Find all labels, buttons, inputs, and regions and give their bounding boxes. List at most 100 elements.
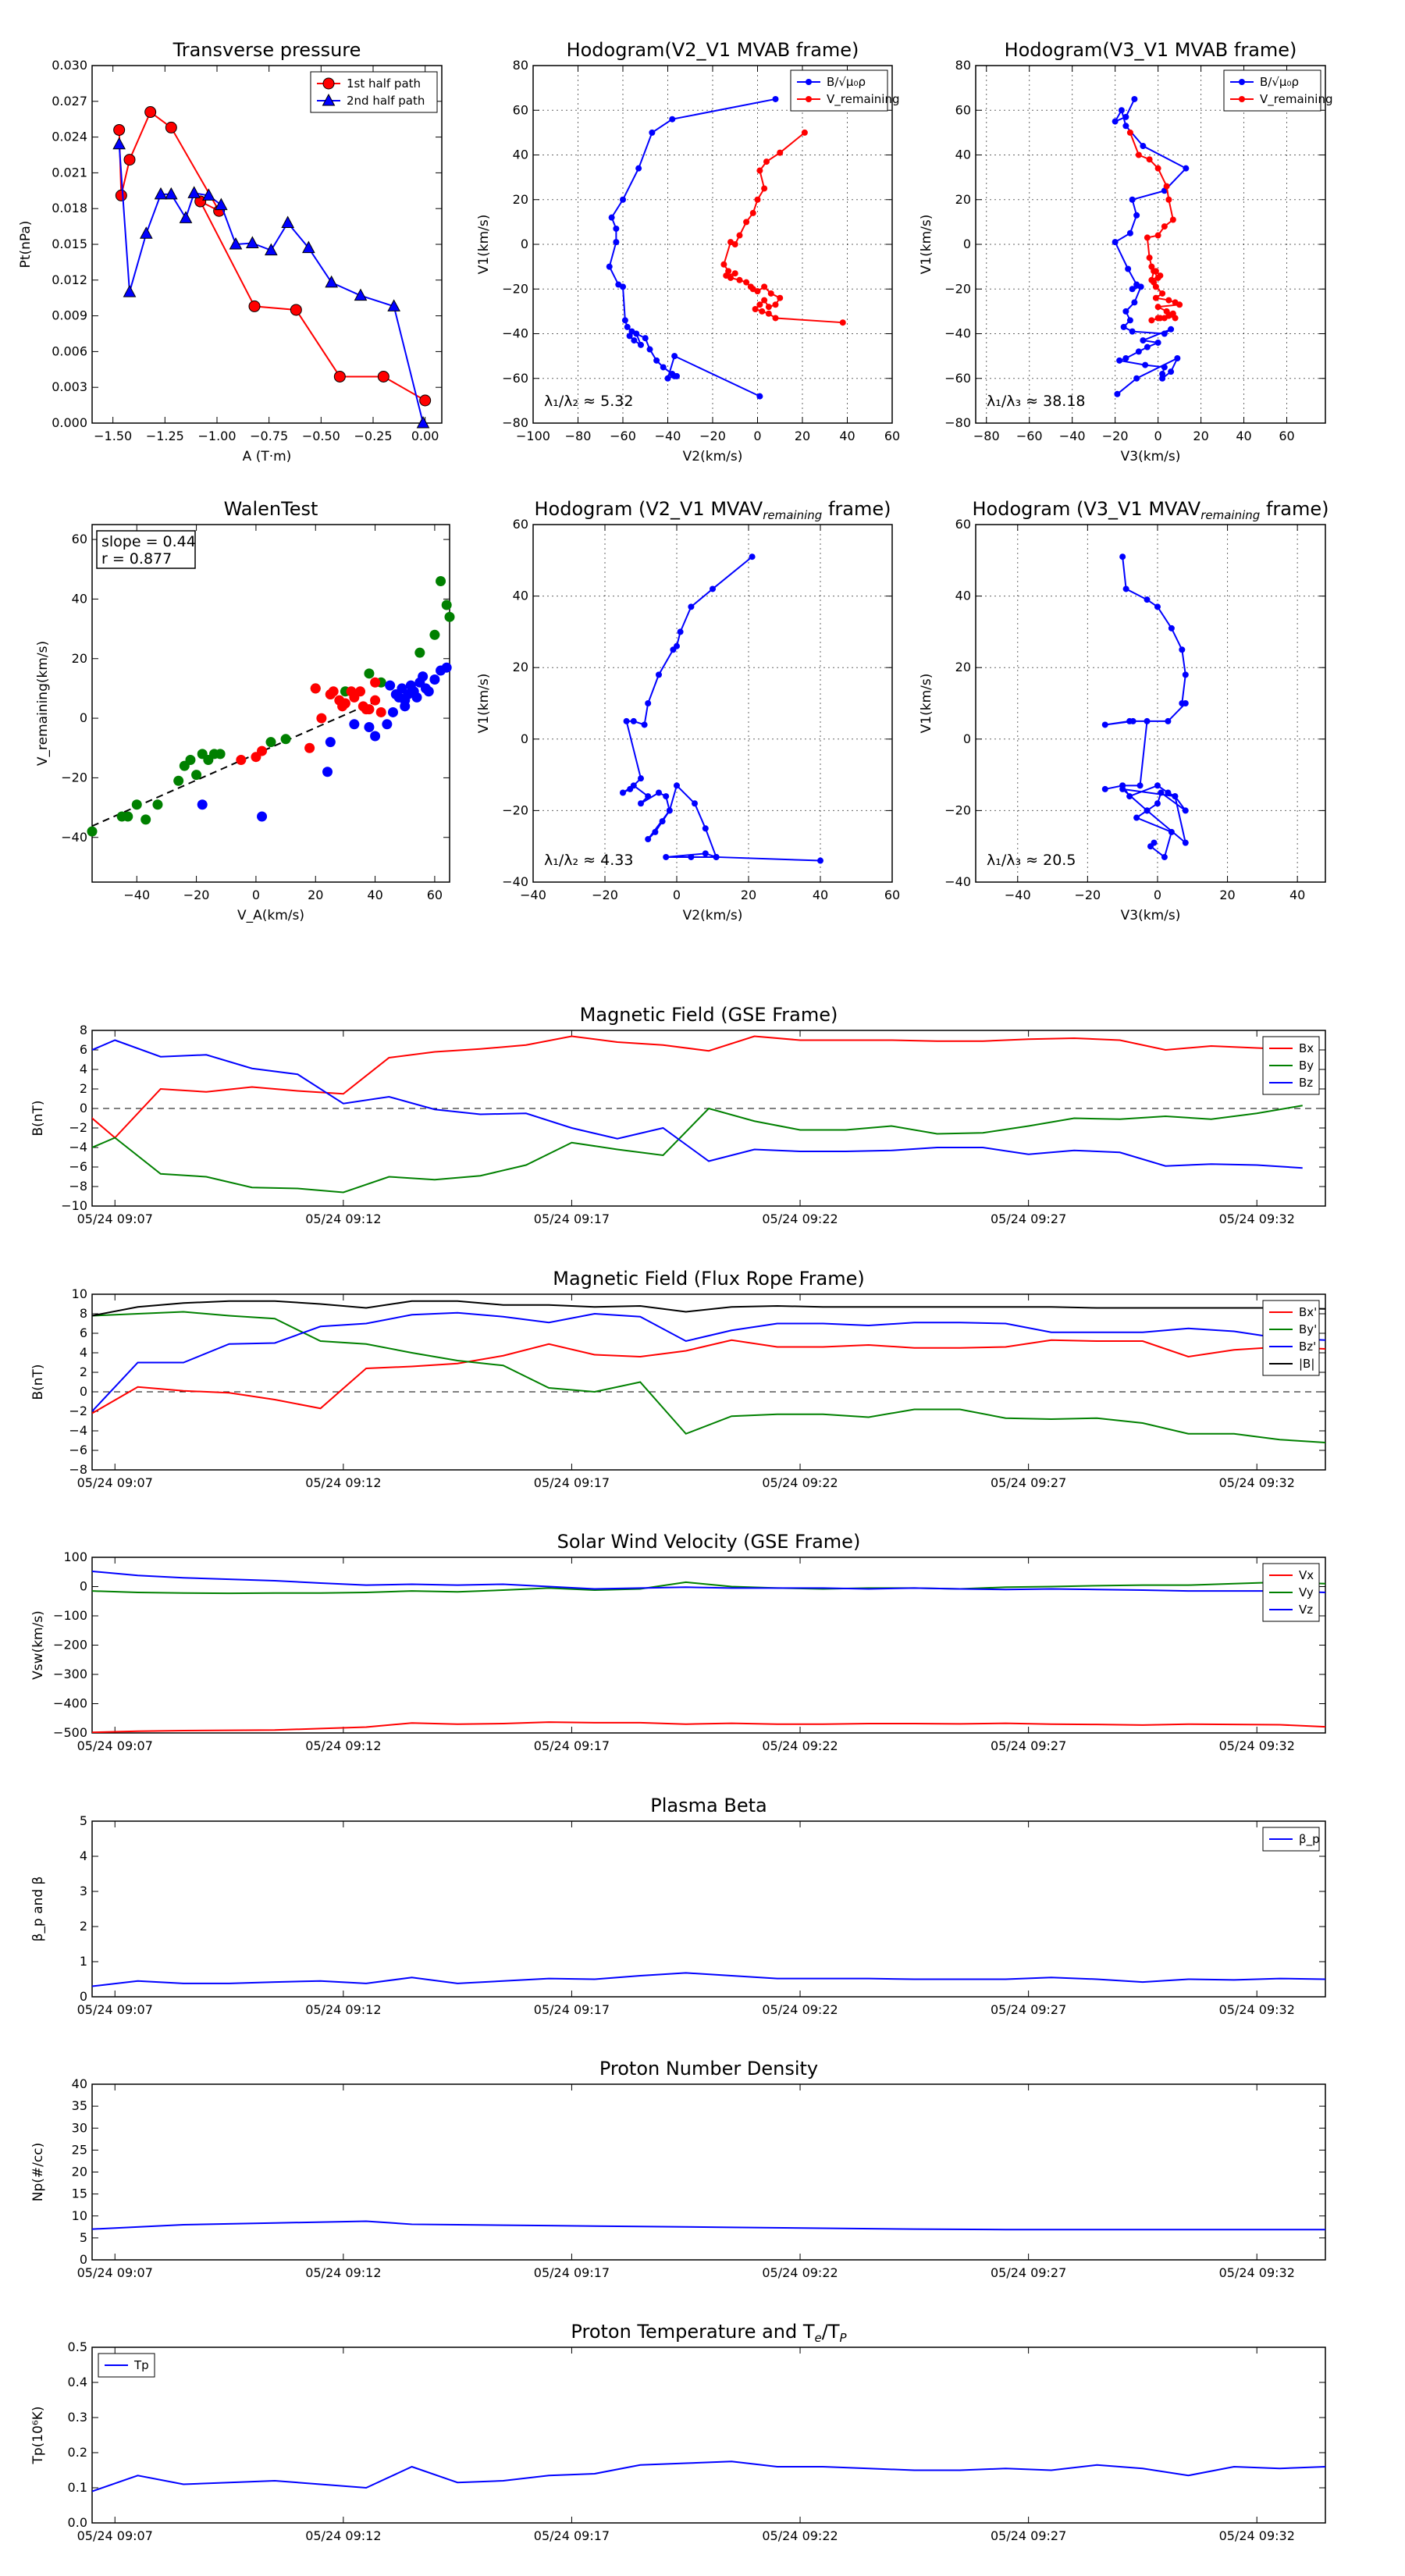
data-point <box>349 692 360 703</box>
data-point <box>660 364 667 371</box>
data-point <box>761 185 768 192</box>
data-point <box>1239 96 1245 102</box>
y-axis-label: Pt(nPa) <box>18 221 34 269</box>
data-point <box>1144 234 1151 241</box>
data-point <box>387 299 401 311</box>
x-tick-label: 0 <box>753 429 761 443</box>
x-tick-label: 0.00 <box>411 429 439 443</box>
y-tick-label: 0 <box>80 710 87 725</box>
data-point <box>173 775 184 786</box>
data-point <box>631 337 638 344</box>
data-point <box>1129 286 1136 293</box>
data-point <box>613 225 620 232</box>
legend-label: β_p <box>1299 1832 1320 1847</box>
x-tick-label: 05/24 09:22 <box>762 1212 838 1226</box>
data-point <box>370 731 381 742</box>
y-tick-label: 5 <box>80 2230 87 2245</box>
x-tick-label: 20 <box>1193 429 1208 443</box>
y-tick-label: −20 <box>944 281 971 296</box>
data-point <box>642 335 649 342</box>
y-axis-label: V_remaining(km/s) <box>35 641 51 766</box>
x-axis-label: V2(km/s) <box>683 449 743 464</box>
x-tick-label: −0.75 <box>250 429 288 443</box>
y-tick-label: 6 <box>80 1042 87 1057</box>
data-point <box>772 95 779 102</box>
data-point <box>1148 317 1155 324</box>
data-point <box>613 239 620 246</box>
data-point <box>677 628 684 635</box>
x-tick-label: 05/24 09:12 <box>305 1212 381 1226</box>
data-point <box>1154 782 1161 789</box>
data-point <box>645 700 652 706</box>
y-tick-label: 0.4 <box>68 2375 87 2389</box>
y-tick-label: −8 <box>69 1462 87 1477</box>
y-tick-label: 0 <box>521 731 528 746</box>
data-point <box>635 165 642 172</box>
data-point <box>436 576 446 587</box>
y-tick-label: 35 <box>72 2098 87 2113</box>
y-tick-label: −60 <box>502 371 528 386</box>
data-point <box>674 782 680 789</box>
chart-title: WalenTest <box>224 498 318 520</box>
data-point <box>839 319 846 326</box>
y-tick-label: 80 <box>955 58 971 73</box>
data-point <box>418 671 429 682</box>
data-point <box>1161 364 1168 371</box>
data-point <box>1165 196 1172 203</box>
data-point <box>606 263 613 270</box>
x-tick-label: 40 <box>1289 888 1305 902</box>
data-point <box>1135 348 1142 355</box>
data-point <box>638 341 644 348</box>
series-line <box>92 1300 1325 1317</box>
x-tick-label: 05/24 09:07 <box>77 1738 153 1753</box>
data-point <box>1122 113 1129 120</box>
x-tick-label: 05/24 09:27 <box>991 2265 1066 2280</box>
legend-label: B/√μ₀ρ <box>1260 75 1299 89</box>
data-point <box>215 749 226 760</box>
data-point <box>1135 151 1142 158</box>
data-point <box>382 719 393 730</box>
data-point <box>633 330 640 337</box>
y-tick-label: 20 <box>72 2165 87 2179</box>
x-tick-label: 05/24 09:32 <box>1219 2528 1295 2543</box>
data-point <box>333 370 346 382</box>
y-tick-label: 4 <box>80 1062 87 1076</box>
legend-label: By' <box>1299 1322 1317 1336</box>
x-tick-label: 05/24 09:17 <box>534 1738 610 1753</box>
x-tick-label: −100 <box>516 429 550 443</box>
data-point <box>257 745 268 756</box>
data-point <box>1172 315 1179 322</box>
y-axis-label: V1(km/s) <box>919 674 934 734</box>
chart-hodogram-v3-v1-mvav: Hodogram (V3_V1 MVAVremaining frame) −40 −… <box>919 498 1329 923</box>
x-tick-label: 05/24 09:07 <box>77 2002 153 2017</box>
x-tick-label: 05/24 09:27 <box>991 2528 1066 2543</box>
chart-proton-number-density: Proton Number Density 05/24 09:07 05/24 09… <box>30 2058 1326 2280</box>
data-point <box>301 240 315 254</box>
data-point <box>385 680 396 691</box>
legend-label: Bz <box>1299 1076 1313 1090</box>
y-tick-label: 20 <box>513 660 528 674</box>
series-line <box>622 556 821 862</box>
data-point <box>1144 596 1151 603</box>
data-point <box>1163 183 1170 190</box>
legend-label: Bz' <box>1299 1340 1316 1354</box>
eigenvalue-ratio-label: λ₁/λ₂ ≈ 5.32 <box>544 393 633 410</box>
data-point <box>671 372 678 379</box>
fit-stat: r = 0.877 <box>101 550 172 568</box>
y-tick-label: 8 <box>80 1023 87 1037</box>
series-line <box>92 1311 1325 1443</box>
y-tick-label: −10 <box>61 1198 87 1213</box>
data-point <box>801 129 808 136</box>
chart-hodogram-v3-v1-mvab: Hodogram(V3_V1 MVAB frame) −80 −60 −40 −20 0 2… <box>919 39 1333 464</box>
y-tick-label: 0.021 <box>52 165 87 180</box>
data-point <box>429 674 440 685</box>
y-tick-label: 8 <box>80 1306 87 1321</box>
data-point <box>179 211 193 223</box>
y-tick-label: −100 <box>53 1608 87 1623</box>
x-tick-label: 05/24 09:12 <box>305 2528 381 2543</box>
data-point <box>1159 375 1166 382</box>
y-tick-label: −80 <box>502 415 528 430</box>
x-tick-label: 05/24 09:17 <box>534 1212 610 1226</box>
data-point <box>620 789 626 796</box>
x-tick-label: 0 <box>673 888 681 902</box>
